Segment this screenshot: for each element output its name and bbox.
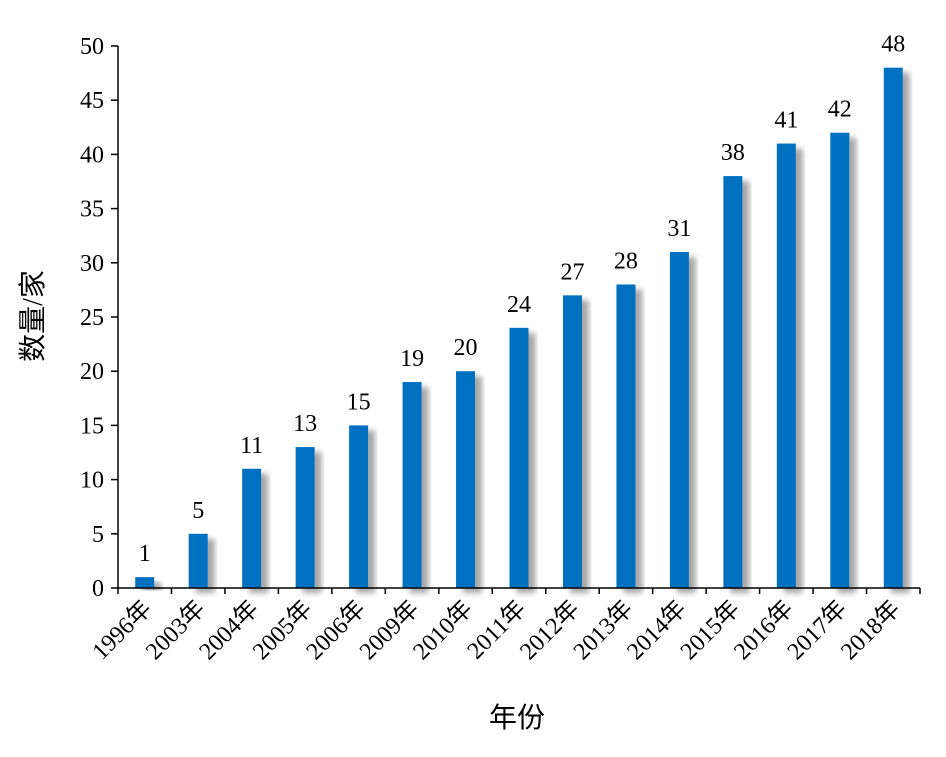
data-label: 24: [507, 292, 531, 318]
bar: [723, 176, 743, 588]
x-tick-label: 1996年: [87, 595, 157, 665]
axes: [111, 45, 921, 594]
bar: [188, 533, 208, 588]
x-tick-label: 2005年: [247, 595, 317, 665]
data-label: 20: [454, 335, 478, 361]
x-tick-label: 2006年: [301, 595, 371, 665]
bar: [402, 382, 422, 588]
x-tick-label: 2012年: [515, 595, 585, 665]
y-tick-label: 45: [80, 88, 104, 114]
x-tick-label: 2013年: [568, 595, 638, 665]
y-tick-label: 5: [92, 522, 104, 548]
y-tick-label: 50: [80, 34, 104, 60]
bar: [456, 371, 476, 588]
bar: [562, 295, 582, 588]
y-tick-label: 35: [80, 197, 104, 223]
y-axis-title: 数量/家: [17, 270, 49, 362]
x-tick-label: 2017年: [782, 595, 852, 665]
y-tick-label: 20: [80, 359, 104, 385]
y-tick-label: 25: [80, 305, 104, 331]
data-label: 13: [293, 411, 317, 437]
x-tick-label: 2003年: [140, 595, 210, 665]
bar: [830, 132, 850, 588]
bar: [349, 425, 369, 588]
data-label: 5: [192, 498, 204, 524]
y-tick-label: 30: [80, 251, 104, 277]
data-label: 42: [828, 97, 852, 123]
y-tick-label: 0: [92, 576, 104, 602]
bar: [242, 468, 262, 588]
x-tick-label: 2014年: [622, 595, 692, 665]
data-label: 31: [667, 216, 691, 242]
x-tick-label: 2004年: [194, 595, 264, 665]
bar: [135, 577, 155, 588]
x-tick-label: 2009年: [354, 595, 424, 665]
bar: [669, 251, 689, 588]
bar: [295, 447, 315, 588]
data-label: 15: [347, 389, 371, 415]
data-label: 28: [614, 248, 638, 274]
y-tick-label: 40: [80, 142, 104, 168]
data-label: 38: [721, 140, 745, 166]
data-label: 19: [400, 346, 424, 372]
x-tick-label: 2010年: [408, 595, 478, 665]
data-label: 1: [139, 541, 151, 567]
data-label: 41: [774, 108, 798, 134]
x-tick-label: 2016年: [729, 595, 799, 665]
x-tick-label: 2018年: [836, 595, 906, 665]
x-tick-label: 2011年: [462, 595, 531, 664]
bars: [135, 67, 903, 589]
data-label: 27: [560, 259, 584, 285]
data-label: 11: [240, 433, 263, 459]
y-tick-label: 15: [80, 413, 104, 439]
bar: [776, 143, 796, 588]
bar: [509, 327, 529, 588]
y-tick-label: 10: [80, 468, 104, 494]
x-tick-label: 2015年: [675, 595, 745, 665]
x-axis-title: 年份: [489, 702, 545, 734]
bar: [883, 67, 903, 589]
bar: [616, 284, 636, 588]
data-label: 48: [881, 32, 905, 58]
